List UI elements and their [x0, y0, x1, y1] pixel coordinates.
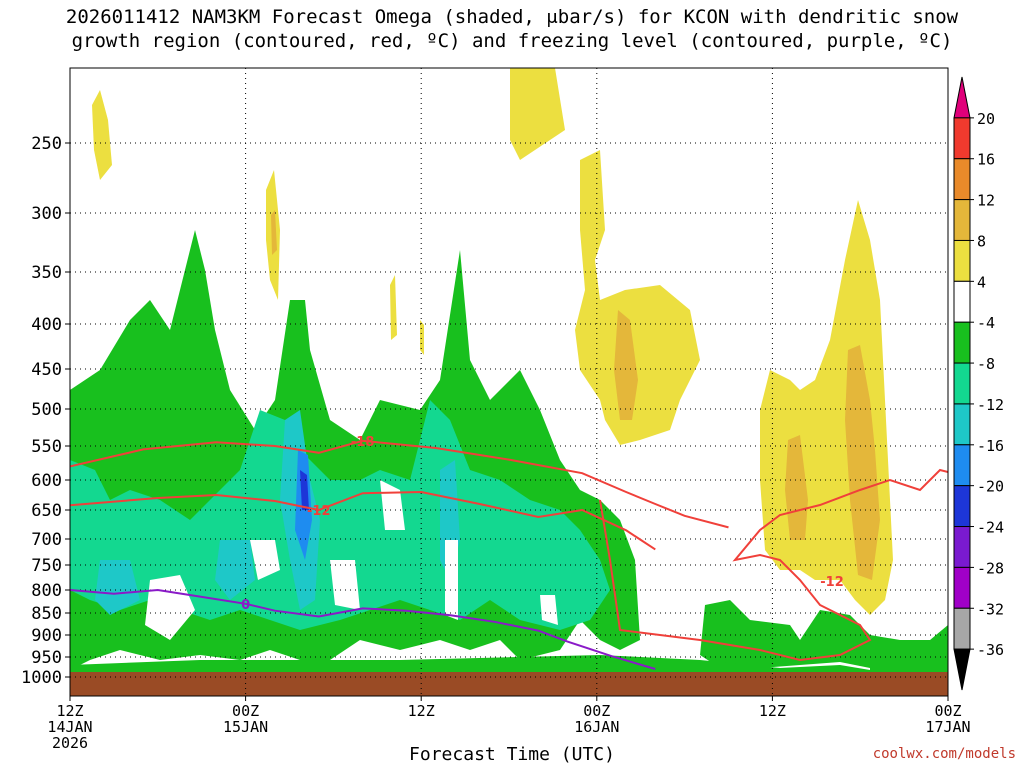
omega-teal-core [70, 400, 610, 630]
y-tick-label: 900 [31, 626, 62, 646]
y-tick-label: 300 [31, 204, 62, 224]
colorbar-swatch [953, 239, 971, 282]
dgz-minus12-contour-east [599, 468, 948, 662]
omega-green-bottom-strip [70, 655, 948, 672]
credit-text[interactable]: coolwx.com/models [872, 746, 1016, 762]
colorbar-swatch [953, 607, 971, 650]
y-tick-label: 500 [31, 400, 62, 420]
dgz-minus18-contour-label: -18 [351, 435, 375, 450]
y-tick-label: 250 [31, 134, 62, 154]
dgz-minus12-contour-label: -12 [307, 504, 331, 519]
y-tick-label: 750 [31, 556, 62, 576]
colorbar-label: 16 [977, 151, 995, 169]
dgz-minus18-contour [70, 439, 729, 529]
freezing-level-contour-label: 0 [241, 598, 250, 613]
y-tick-label: 700 [31, 530, 62, 550]
colorbar-label: -4 [977, 314, 995, 332]
colorbar-label: 8 [977, 232, 986, 250]
colorbar: 20 16 12 8 4 -4 -8 -12 -16 -20 -24 -28 -32 -36 [953, 76, 1004, 691]
y-tick-label: 1000 [21, 668, 62, 688]
omega-shading [70, 68, 948, 696]
ground-fill [70, 672, 948, 696]
colorbar-swatch [953, 648, 971, 691]
plot-frame [69, 67, 949, 697]
colorbar-label: -8 [977, 355, 995, 373]
colorbar-label: -36 [977, 641, 1004, 659]
colorbar-swatch [953, 485, 971, 528]
dgz-minus12-east-label: -12 [820, 575, 844, 590]
colorbar-swatch [953, 321, 971, 364]
x-tick-label: 12Z [56, 702, 83, 720]
x-tick-label: 12Z [408, 702, 435, 720]
x-tick-label: 00Z [934, 702, 961, 720]
omega-yellow-descent-upper-left [92, 90, 112, 180]
omega-yellow-small [390, 275, 424, 355]
y-tick-label: 850 [31, 604, 62, 624]
y-tick-label: 950 [31, 648, 62, 668]
omega-green-late [700, 600, 948, 670]
y-tick-label: 650 [31, 501, 62, 521]
colorbar-swatch [953, 76, 971, 119]
colorbar-swatch [953, 280, 971, 323]
contour-layer: -18 -12 0 -12 [70, 435, 948, 670]
x-tick-label: 2026 [52, 734, 88, 752]
colorbar-swatch [953, 444, 971, 487]
colorbar-swatch [953, 526, 971, 568]
dgz-minus12-contour [70, 490, 656, 551]
colorbar-swatch [953, 403, 971, 446]
x-tick-label: 17JAN [925, 718, 970, 736]
y-tick-label: 350 [31, 263, 62, 283]
colorbar-swatch [953, 566, 971, 609]
x-tick-label: 16JAN [574, 718, 619, 736]
colorbar-swatch [953, 117, 971, 160]
colorbar-label: -28 [977, 559, 1004, 577]
colorbar-label: -12 [977, 396, 1004, 414]
omega-darkblue-core [300, 470, 309, 510]
colorbar-label: 4 [977, 273, 986, 291]
colorbar-swatch [953, 362, 971, 405]
colorbar-label: 12 [977, 192, 995, 210]
freezing-level-contour [70, 588, 656, 670]
omega-orange-17jan [785, 345, 880, 580]
x-tick-label: 14JAN [47, 718, 92, 736]
x-axis-title: Forecast Time (UTC) [409, 744, 615, 765]
x-tick-label: 00Z [232, 702, 259, 720]
x-tick-label: 12Z [759, 702, 786, 720]
colorbar-swatch [953, 199, 971, 241]
colorbar-label: -24 [977, 519, 1004, 537]
omega-white-holes [145, 480, 558, 640]
y-tick-label: 450 [31, 360, 62, 380]
colorbar-swatch [953, 158, 971, 201]
y-tick-label: 600 [31, 471, 62, 491]
chart-title-line-2: growth region (contoured, red, ºC) and f… [71, 30, 953, 52]
y-axis: 2503003504004505005506006507007508008509… [21, 134, 70, 688]
omega-yellow-16jan [510, 68, 700, 445]
omega-cyan-patches [95, 410, 460, 615]
y-tick-label: 800 [31, 581, 62, 601]
colorbar-label: -32 [977, 600, 1004, 618]
omega-orange-16jan [614, 310, 638, 420]
x-tick-label: 00Z [583, 702, 610, 720]
x-tick-label: 15JAN [223, 718, 268, 736]
chart-title-line-1: 2026011412 NAM3KM Forecast Omega (shaded… [65, 6, 959, 28]
y-tick-label: 550 [31, 437, 62, 457]
omega-orange-0615 [271, 210, 277, 255]
colorbar-label: -20 [977, 478, 1004, 496]
colorbar-label: 20 [977, 110, 995, 128]
y-tick-label: 400 [31, 315, 62, 335]
colorbar-label: -16 [977, 437, 1004, 455]
